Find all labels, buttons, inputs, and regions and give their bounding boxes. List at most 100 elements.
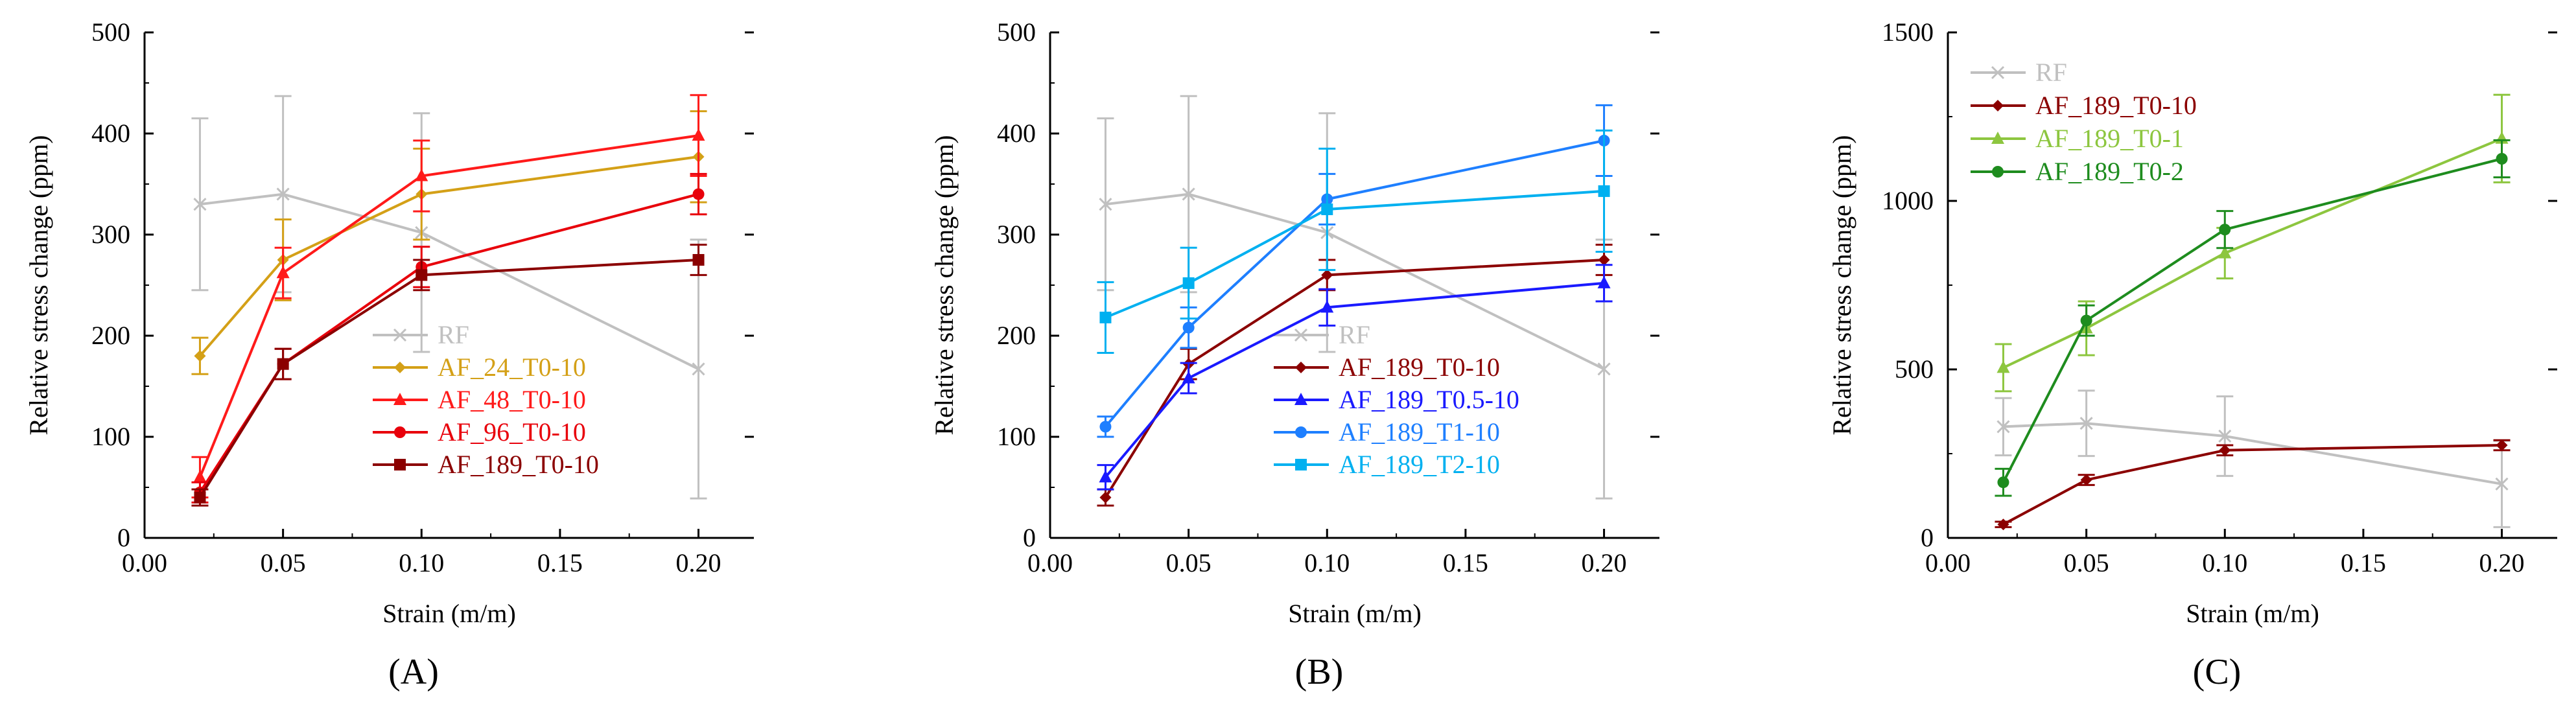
panel-label: (C) — [2193, 652, 2242, 692]
legend-marker — [394, 362, 406, 373]
x-tick-label: 0.05 — [2064, 548, 2109, 577]
data-point — [416, 269, 428, 281]
data-point — [1182, 371, 1195, 384]
data-point — [277, 358, 289, 370]
legend-marker — [1991, 65, 2005, 80]
data-point — [194, 491, 206, 504]
y-tick-label: 1500 — [1882, 17, 1934, 47]
data-point — [2080, 314, 2092, 327]
series-line — [1104, 259, 1604, 498]
legend-marker — [1294, 328, 1308, 342]
series-line — [1105, 189, 1604, 319]
x-tick-label: 0.10 — [1304, 548, 1350, 577]
x-tick-label: 0.00 — [1027, 548, 1073, 577]
y-tick-label: 300 — [91, 220, 130, 249]
legend-label: AF_189_T0-10 — [1339, 353, 1500, 382]
marker-stroke — [1996, 420, 2010, 434]
y-tick-label: 300 — [997, 220, 1036, 249]
legend-label: AF_189_T0-2 — [2035, 157, 2184, 186]
data-point — [1099, 198, 1112, 211]
legend-label: AF_189_T0.5-10 — [1339, 385, 1519, 414]
data-point — [1997, 518, 2009, 531]
x-tick-label: 0.15 — [537, 548, 583, 577]
series-line — [198, 155, 699, 357]
series-af-189-t0-5-10 — [1097, 264, 1613, 491]
data-point — [1182, 277, 1195, 289]
y-tick-label: 200 — [91, 321, 130, 350]
x-tick-label: 0.00 — [122, 548, 167, 577]
legend-marker — [1295, 459, 1307, 470]
data-point — [1996, 420, 2010, 434]
legend-marker — [1295, 426, 1307, 438]
series-line — [198, 259, 699, 498]
data-point — [2219, 224, 2231, 236]
marker-stroke — [1099, 198, 1112, 211]
series-line — [198, 134, 699, 478]
legend-marker — [394, 459, 406, 470]
marker-stroke — [692, 362, 705, 376]
x-tick-label: 0.15 — [2341, 548, 2386, 577]
data-point — [1320, 300, 1334, 313]
legend-marker — [1992, 166, 2004, 178]
data-point — [1099, 470, 1112, 483]
y-tick-label: 1000 — [1882, 186, 1934, 215]
x-tick-label: 0.15 — [1443, 548, 1488, 577]
legend-marker — [1992, 100, 2004, 111]
legend-label: AF_189_T0-1 — [2035, 124, 2184, 153]
marker-stroke — [193, 198, 207, 211]
data-point — [1597, 362, 1611, 376]
data-point — [1597, 275, 1611, 288]
legend-label: AF_189_T0-10 — [2035, 91, 2197, 120]
data-point — [1321, 203, 1333, 215]
y-tick-label: 500 — [91, 17, 130, 47]
data-point — [1996, 360, 2010, 373]
legend-marker — [1991, 132, 2004, 144]
series-af-189-t2-10 — [1097, 129, 1613, 354]
y-tick-label: 100 — [91, 422, 130, 451]
data-point — [692, 254, 705, 266]
y-tick-label: 400 — [91, 119, 130, 148]
data-point — [2496, 439, 2508, 451]
data-point — [692, 128, 705, 141]
legend-label: AF_24_T0-10 — [438, 353, 586, 382]
data-point — [2218, 246, 2232, 259]
series-af-189-t0-2 — [1995, 139, 2511, 497]
y-tick-label: 0 — [1023, 523, 1036, 552]
legend-marker — [1294, 393, 1307, 405]
marker-stroke — [2495, 477, 2509, 491]
series-af-189-t0-10 — [1995, 439, 2511, 531]
legend-marker — [393, 393, 406, 405]
y-tick-label: 500 — [997, 17, 1036, 47]
legend-marker — [394, 426, 406, 438]
series-rf — [1995, 389, 2511, 528]
series-rf — [191, 95, 707, 500]
data-point — [1598, 185, 1610, 197]
marker-stroke — [1182, 187, 1195, 201]
data-point — [193, 198, 207, 211]
panel-b: 0.00 0.05 0.10 0.15 0.20 0 100 200 300 400 500 Stra… — [930, 17, 1659, 692]
marker-stroke — [276, 187, 290, 201]
series-line — [2003, 422, 2502, 485]
series-line — [198, 192, 699, 493]
x-axis-title: Strain (m/m) — [1288, 599, 1422, 628]
legend-label: AF_189_T2-10 — [1339, 450, 1500, 479]
y-tick-label: 400 — [997, 119, 1036, 148]
marker-stroke — [393, 328, 407, 342]
data-point — [415, 168, 428, 181]
data-point — [193, 470, 207, 483]
y-tick-label: 200 — [997, 321, 1036, 350]
data-point — [2495, 477, 2509, 491]
x-tick-label: 0.20 — [2479, 548, 2525, 577]
x-axis-title: Strain (m/m) — [382, 599, 516, 628]
data-point — [2218, 429, 2232, 443]
x-tick-label: 0.05 — [261, 548, 306, 577]
panel-label: (A) — [388, 652, 439, 692]
data-point — [692, 362, 705, 376]
data-point — [1997, 476, 2009, 489]
y-axis-title: Relative stress change (ppm) — [24, 135, 53, 435]
x-tick-label: 0.10 — [2202, 548, 2247, 577]
marker-stroke — [1294, 328, 1308, 342]
data-point — [1099, 421, 1112, 433]
y-tick-label: 0 — [117, 523, 130, 552]
panel-a: 0.00 0.05 0.10 0.15 0.20 0 100 200 300 400 500 Stra… — [24, 17, 754, 692]
